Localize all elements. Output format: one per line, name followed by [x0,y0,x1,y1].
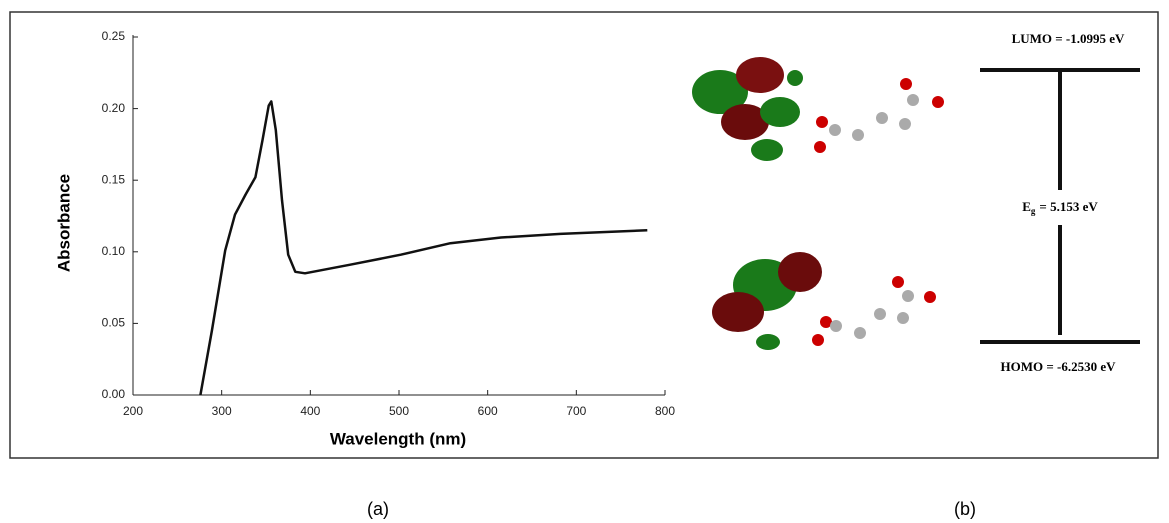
y-axis-title: Absorbance [54,174,73,272]
y-tick-label: 0.15 [102,172,126,186]
figure: Absorbance Wavelength (nm) 0.000.050.100… [0,0,1169,523]
gap-value: = 5.153 eV [1039,199,1098,214]
y-tick-label: 0.05 [102,316,126,330]
caption: (b) [954,499,976,519]
gap-subscript: g [1031,206,1036,216]
x-tick-label: 600 [478,404,498,418]
x-tick-label: 400 [300,404,320,418]
homo-molecule [712,252,936,350]
y-tick-label: 0.00 [102,387,126,401]
gap-label: Eg= 5.153 eV [1022,199,1098,216]
frame [10,12,1158,458]
lumo-label: LUMO = -1.0995 eV [1012,31,1125,46]
x-tick-label: 300 [212,404,232,418]
gap-symbol: E [1022,199,1031,214]
x-tick-label: 200 [123,404,143,418]
x-tick-label: 800 [655,404,675,418]
y-tick-label: 0.25 [102,29,126,43]
y-tick-label: 0.20 [102,101,126,115]
y-tick-label: 0.10 [102,244,126,258]
x-axis-title: Wavelength (nm) [330,429,466,448]
caption: (a) [367,499,389,519]
x-tick-label: 700 [566,404,586,418]
homo-label: HOMO = -6.2530 eV [1000,359,1116,374]
lumo-molecule [692,57,944,161]
data-line [200,101,647,395]
x-tick-label: 500 [389,404,409,418]
plot: 0.00 0.05 0.10 0.15 0.20 0.25 200 300 400 500 600 7… [102,29,676,418]
